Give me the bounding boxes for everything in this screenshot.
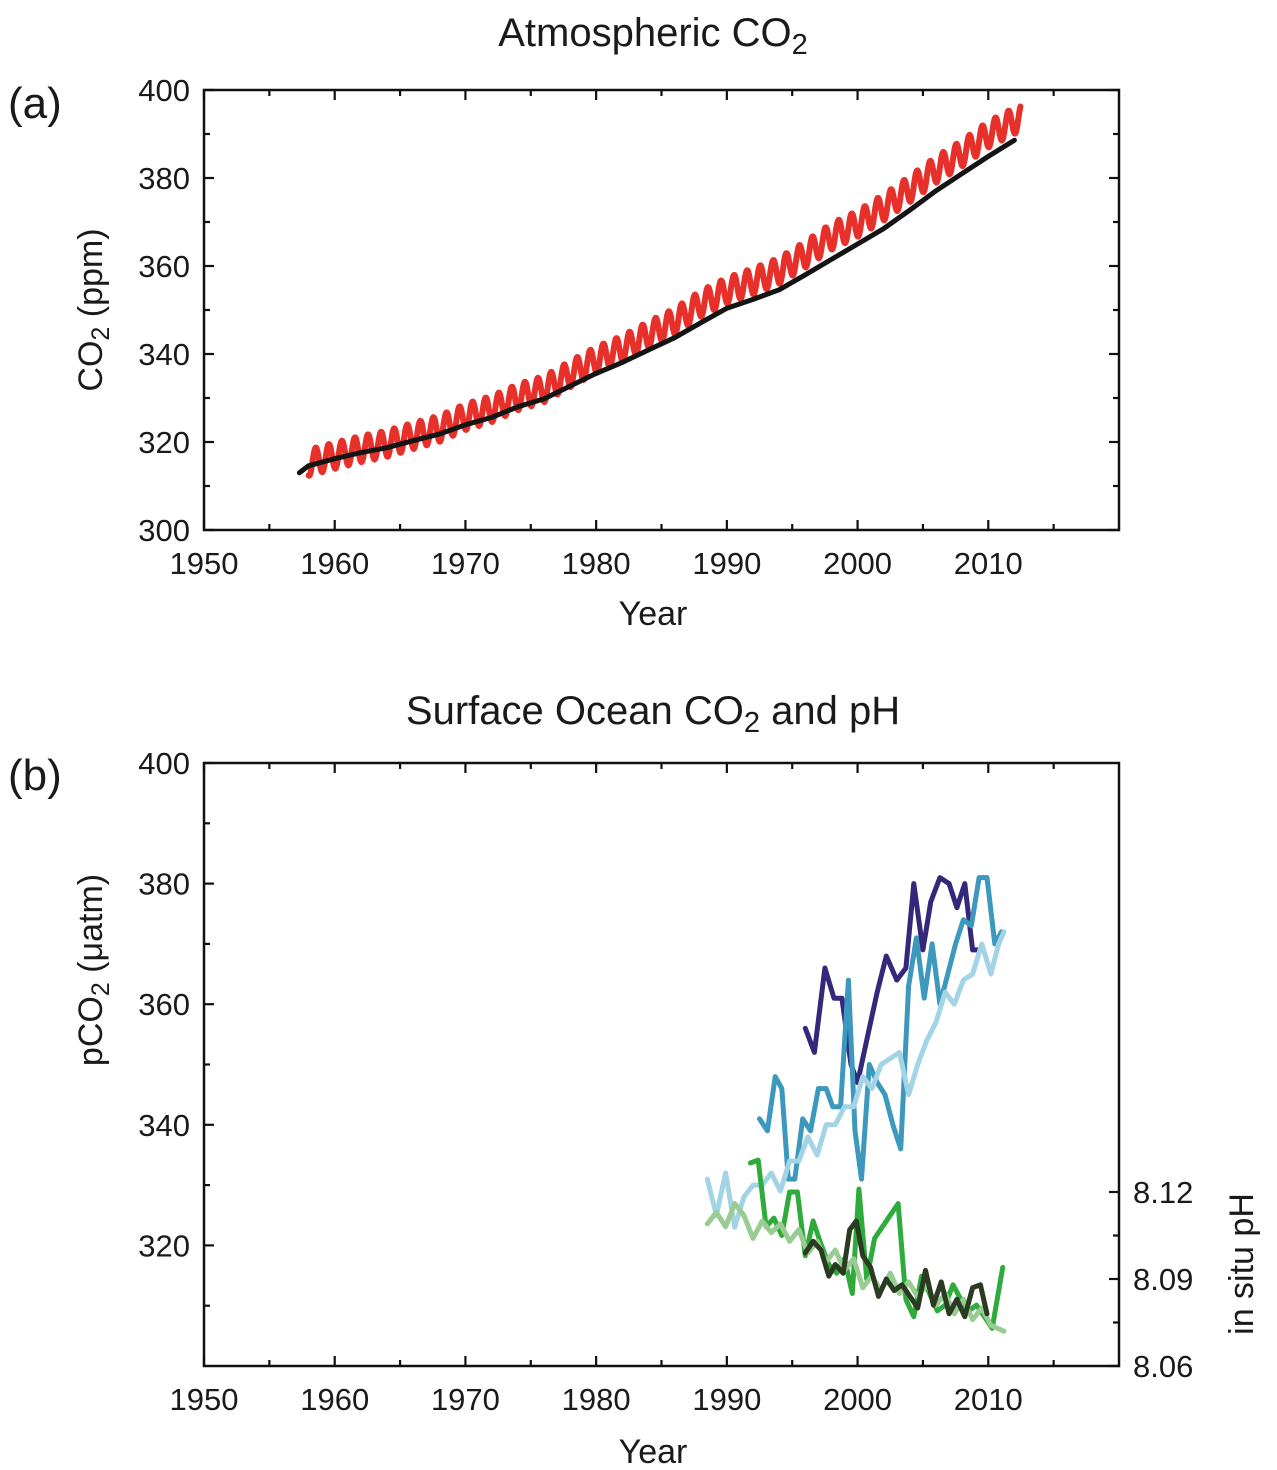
panel-b-title: Surface Ocean CO2 and pH xyxy=(406,689,900,739)
panel-a-x-axis-label: Year xyxy=(619,595,688,633)
panel-b-right-axis-label: in situ pH xyxy=(1223,1193,1261,1335)
panel-a-y-tick-label: 340 xyxy=(138,337,190,372)
panel-a-y-tick-label: 360 xyxy=(138,249,190,284)
panel-b-series-1-line xyxy=(802,875,983,1086)
panel-a-x-tick-label: 1970 xyxy=(431,546,500,581)
panel-a-plot-frame xyxy=(202,88,1121,532)
panel-a-x-tick-label: 2010 xyxy=(954,546,1023,581)
panel-a-series xyxy=(296,103,1024,479)
panel-b-series-3-line xyxy=(704,929,1007,1230)
panel-b-right-y-tick-label: 8.12 xyxy=(1133,1175,1193,1210)
panel-a-x-tick-label: 1980 xyxy=(562,546,631,581)
panel-b-x-tick-label: 1950 xyxy=(170,1382,239,1417)
panel-b-y-tick-label: 380 xyxy=(138,867,190,902)
panel-b-series-2-line xyxy=(757,875,1004,1182)
panel-a-y-axis-label: CO2 (ppm) xyxy=(72,228,115,391)
panel-b: Surface Ocean CO2 and pH (b) 1950 1960 197… xyxy=(8,689,1261,1470)
panel-b-x-tick-label: 1960 xyxy=(300,1382,369,1417)
panel-a-y-tick-label: 300 xyxy=(138,513,190,548)
panel-b-x-tick-label: 1990 xyxy=(692,1382,761,1417)
panel-b-right-y-tick-label: 8.09 xyxy=(1133,1262,1193,1297)
panel-a-x-tick-label: 1990 xyxy=(692,546,761,581)
panel-b-x-axis-label: Year xyxy=(619,1433,688,1470)
panel-b-x-tick-label: 1980 xyxy=(562,1382,631,1417)
panel-b-y-tick-label: 400 xyxy=(138,746,190,781)
panel-a-x-tick-label: 2000 xyxy=(823,546,892,581)
panel-a-title: Atmospheric CO2 xyxy=(498,11,808,61)
panel-b-right-y-tick-label: 8.06 xyxy=(1133,1349,1193,1384)
panel-a-axis-ticks: 1950 1960 1970 1980 1990 2000 2010 300 320 340 360… xyxy=(138,73,1119,581)
panel-a-x-tick-label: 1960 xyxy=(300,546,369,581)
panel-a: Atmospheric CO2 (a) 1950 1960 1970 1980 1990… xyxy=(8,11,1121,633)
panel-a-label: (a) xyxy=(8,79,62,128)
panel-b-series xyxy=(704,875,1007,1334)
panel-a-x-tick-label: 1950 xyxy=(170,546,239,581)
panel-b-y-tick-label: 320 xyxy=(138,1228,190,1263)
panel-b-series-4-line xyxy=(747,1157,1006,1331)
panel-b-y-tick-label: 340 xyxy=(138,1108,190,1143)
panel-b-series-6-line xyxy=(802,1218,990,1320)
panel-b-y-axis-label: pCO2 (μatm) xyxy=(72,874,115,1066)
panel-b-axis-ticks: 1950 1960 1970 1980 1990 2000 2010 320 340 360 380… xyxy=(138,746,1193,1417)
panel-b-plot-frame xyxy=(202,761,1121,1368)
panel-a-series-1-line xyxy=(305,103,1024,479)
panel-b-label: (b) xyxy=(8,751,62,800)
panel-a-y-tick-label: 400 xyxy=(138,73,190,108)
panel-a-series-2-line xyxy=(296,137,1017,476)
panel-a-y-tick-label: 380 xyxy=(138,161,190,196)
panel-b-x-tick-label: 2000 xyxy=(823,1382,892,1417)
panel-b-x-tick-label: 1970 xyxy=(431,1382,500,1417)
panel-b-y-tick-label: 360 xyxy=(138,987,190,1022)
panel-b-x-tick-label: 2010 xyxy=(954,1382,1023,1417)
panel-a-y-tick-label: 320 xyxy=(138,425,190,460)
